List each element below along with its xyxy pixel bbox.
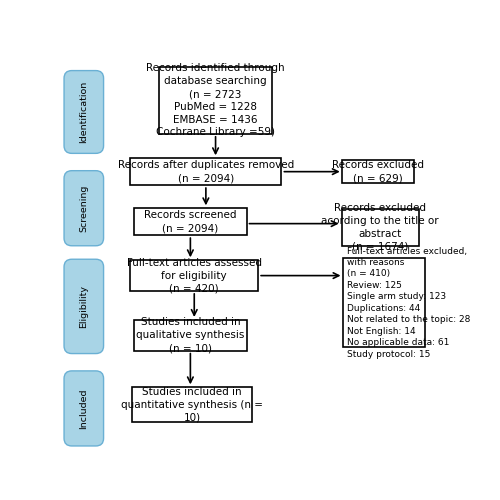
Text: Studies included in
quantitative synthesis (n =
10): Studies included in quantitative synthes… [122,387,264,422]
FancyBboxPatch shape [64,170,104,246]
Text: Studies included in
qualitative synthesis
(n = 10): Studies included in qualitative synthesi… [136,318,244,353]
FancyBboxPatch shape [132,387,252,422]
FancyBboxPatch shape [344,258,425,347]
FancyBboxPatch shape [134,208,246,235]
Text: Records excluded
(n = 629): Records excluded (n = 629) [332,160,424,183]
Text: Records excluded
acording to the title or
abstract
(n = 1674): Records excluded acording to the title o… [322,204,439,252]
Text: Full-text articles assessed
for eligibility
(n = 420): Full-text articles assessed for eligibil… [127,258,262,294]
FancyBboxPatch shape [64,259,104,354]
Text: Records screened
(n = 2094): Records screened (n = 2094) [144,210,236,233]
Text: Records after duplicates removed
(n = 2094): Records after duplicates removed (n = 20… [118,160,294,183]
FancyBboxPatch shape [134,320,246,350]
Text: Records identified through
database searching
(n = 2723
PubMed = 1228
EMBASE = 1: Records identified through database sear… [146,64,285,138]
FancyBboxPatch shape [342,209,419,246]
FancyBboxPatch shape [342,160,414,183]
FancyBboxPatch shape [130,260,258,291]
FancyBboxPatch shape [130,158,282,185]
FancyBboxPatch shape [64,70,104,154]
Text: Eligibility: Eligibility [80,285,88,328]
FancyBboxPatch shape [160,66,272,134]
Text: Full-text articles excluded,
with reasons
(n = 410)
Review: 125
Single arm study: Full-text articles excluded, with reason… [346,246,470,358]
Text: Screening: Screening [80,184,88,232]
FancyBboxPatch shape [64,371,104,446]
Text: Included: Included [80,388,88,428]
Text: Identification: Identification [80,81,88,143]
